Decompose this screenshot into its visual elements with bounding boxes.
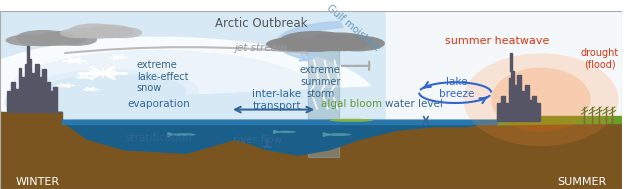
- Ellipse shape: [329, 36, 385, 51]
- Ellipse shape: [6, 35, 51, 46]
- Ellipse shape: [329, 119, 373, 122]
- Ellipse shape: [104, 27, 142, 38]
- Text: SUMMER: SUMMER: [557, 177, 607, 187]
- Polygon shape: [0, 112, 62, 155]
- Text: drought
(flood): drought (flood): [581, 48, 619, 70]
- Ellipse shape: [69, 23, 119, 38]
- Ellipse shape: [73, 30, 115, 39]
- Polygon shape: [62, 120, 497, 123]
- Ellipse shape: [16, 30, 72, 46]
- Text: extreme
lake-effect
snow: extreme lake-effect snow: [137, 60, 188, 93]
- Polygon shape: [276, 22, 343, 60]
- Polygon shape: [0, 155, 622, 189]
- Polygon shape: [323, 133, 329, 136]
- Text: river flow: river flow: [233, 135, 283, 145]
- Ellipse shape: [279, 31, 352, 51]
- Polygon shape: [497, 116, 622, 123]
- Text: Gulf moisture: Gulf moisture: [324, 3, 382, 53]
- Polygon shape: [168, 133, 174, 136]
- Ellipse shape: [285, 40, 346, 52]
- Polygon shape: [386, 11, 622, 157]
- Ellipse shape: [463, 53, 618, 146]
- Text: algal bloom: algal bloom: [321, 99, 382, 109]
- Ellipse shape: [307, 33, 373, 51]
- Text: lake
breeze: lake breeze: [439, 77, 475, 99]
- Ellipse shape: [326, 133, 351, 136]
- Ellipse shape: [88, 25, 134, 38]
- Ellipse shape: [491, 68, 591, 132]
- Text: jet stream: jet stream: [235, 43, 288, 53]
- Polygon shape: [497, 121, 622, 155]
- Polygon shape: [497, 121, 622, 125]
- Polygon shape: [0, 37, 370, 145]
- Text: summer heatwave: summer heatwave: [446, 36, 550, 46]
- Ellipse shape: [171, 133, 196, 136]
- Ellipse shape: [37, 31, 87, 46]
- Polygon shape: [273, 130, 278, 133]
- Ellipse shape: [266, 37, 324, 51]
- Polygon shape: [0, 112, 622, 189]
- Polygon shape: [62, 120, 497, 155]
- Text: stratification: stratification: [125, 133, 192, 143]
- Ellipse shape: [276, 131, 296, 133]
- Polygon shape: [308, 50, 339, 157]
- Text: extreme
summer
storm: extreme summer storm: [300, 65, 341, 98]
- Polygon shape: [510, 53, 512, 71]
- Polygon shape: [0, 11, 622, 189]
- Polygon shape: [10, 51, 321, 134]
- Polygon shape: [27, 46, 29, 64]
- Text: Arctic Outbreak: Arctic Outbreak: [215, 16, 308, 29]
- Polygon shape: [7, 59, 62, 112]
- Text: inter-lake
transport: inter-lake transport: [252, 89, 301, 111]
- Text: water level: water level: [384, 99, 442, 109]
- Polygon shape: [0, 11, 386, 157]
- Ellipse shape: [20, 37, 67, 46]
- Text: evaporation: evaporation: [127, 99, 190, 109]
- Polygon shape: [0, 152, 622, 189]
- Polygon shape: [497, 71, 540, 121]
- Ellipse shape: [54, 33, 97, 46]
- Text: WINTER: WINTER: [16, 177, 60, 187]
- Ellipse shape: [60, 28, 100, 38]
